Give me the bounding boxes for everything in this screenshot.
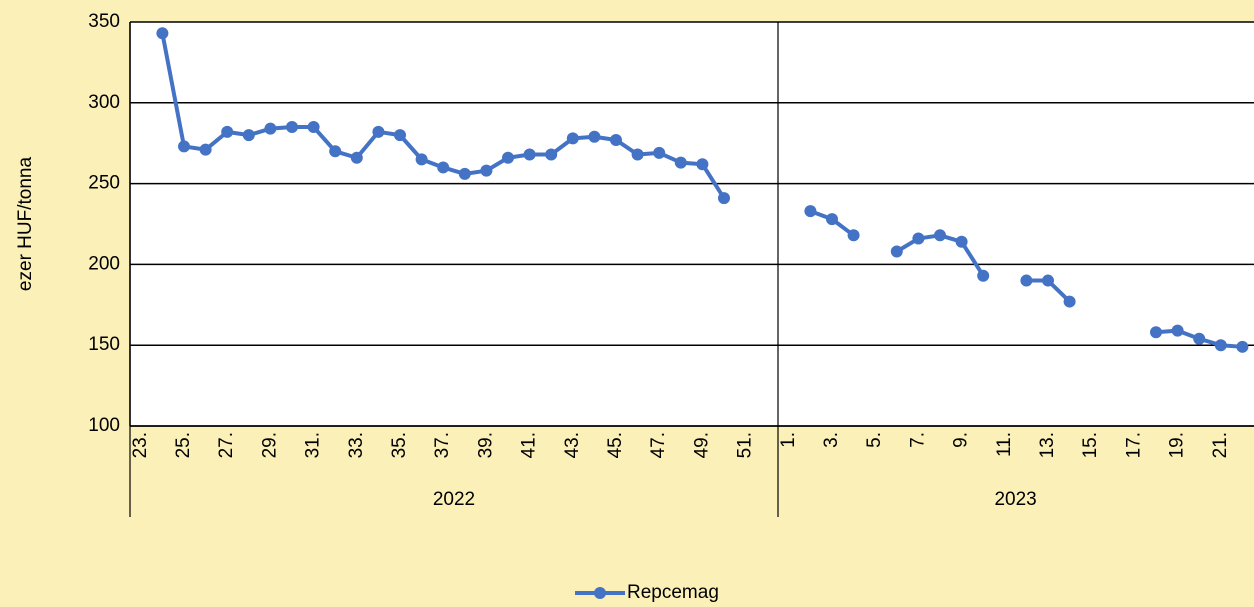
x-tick-label: 25.	[173, 432, 194, 458]
x-tick-label: 11.	[994, 432, 1015, 457]
x-tick-label: 1.	[778, 432, 799, 448]
x-tick-label: 35.	[389, 432, 410, 458]
point	[545, 148, 558, 161]
point	[415, 153, 428, 166]
point	[156, 27, 169, 40]
x-tick-label: 45.	[605, 432, 626, 458]
point	[955, 235, 968, 248]
x-tick-label: 47.	[648, 432, 669, 458]
y-tick-label: 350	[88, 11, 120, 32]
point	[502, 151, 514, 164]
x-tick-label: 9.	[951, 432, 972, 448]
point	[977, 269, 990, 282]
point	[1042, 274, 1054, 287]
point	[804, 205, 817, 218]
point	[307, 121, 320, 134]
point	[264, 122, 277, 135]
x-tick-label: 13.	[1037, 432, 1058, 458]
x-tick-label: 3.	[821, 432, 842, 448]
point	[286, 121, 298, 134]
x-tick-label: 37.	[432, 432, 453, 458]
legend-label: Repcemag	[627, 582, 719, 603]
point	[523, 148, 536, 161]
x-tick-label: 27.	[216, 432, 237, 458]
point	[1193, 332, 1206, 345]
point	[1236, 340, 1249, 353]
point	[674, 156, 687, 169]
point	[350, 151, 363, 164]
point	[178, 140, 190, 153]
x-tick-label: 49.	[691, 432, 712, 458]
point	[566, 132, 579, 145]
point	[826, 213, 838, 226]
point	[372, 125, 385, 138]
point	[1150, 326, 1162, 339]
x-tick-label: 17.	[1123, 432, 1144, 458]
x-tick-label: 41.	[519, 432, 540, 458]
y-tick-label: 200	[88, 253, 120, 274]
point	[718, 192, 730, 205]
point	[1063, 295, 1076, 308]
x-tick-label: 7.	[907, 432, 928, 448]
x-tick-label: 5.	[864, 432, 885, 448]
point	[1214, 339, 1227, 352]
x-tick-label: 51.	[735, 432, 756, 458]
point	[890, 245, 903, 258]
plot-area	[130, 22, 1254, 426]
point	[1171, 324, 1184, 337]
point	[221, 125, 234, 138]
point	[242, 129, 255, 142]
point	[696, 158, 709, 171]
point	[934, 229, 946, 242]
x-tick-label: 39.	[475, 432, 496, 458]
point	[329, 145, 342, 158]
x-tick-label: 29.	[259, 432, 280, 458]
group-label: 2022	[433, 489, 475, 510]
group-label: 2023	[994, 489, 1036, 510]
point	[847, 229, 860, 242]
y-tick-label: 100	[88, 415, 120, 436]
point	[610, 133, 622, 146]
x-tick-label: 21.	[1210, 432, 1231, 458]
point	[199, 143, 212, 156]
x-tick-label: 33.	[346, 432, 367, 458]
x-tick-label: 15.	[1080, 432, 1101, 458]
point	[631, 148, 644, 161]
x-tick-label: 23.	[130, 432, 151, 458]
x-tick-label: 31.	[303, 432, 324, 458]
legend-marker	[594, 587, 606, 599]
point	[458, 167, 471, 180]
x-tick-label: 43.	[562, 432, 583, 458]
y-tick-label: 300	[88, 92, 120, 113]
y-tick-label: 150	[88, 334, 120, 355]
point	[480, 164, 493, 177]
point	[588, 130, 601, 143]
y-axis-label: ezer HUF/tonna	[15, 157, 36, 292]
y-tick-label: 250	[88, 173, 120, 194]
point	[394, 129, 406, 142]
x-tick-label: 19.	[1167, 432, 1188, 458]
point	[912, 232, 925, 245]
point	[437, 161, 450, 174]
point	[653, 146, 666, 159]
point	[1020, 274, 1033, 287]
